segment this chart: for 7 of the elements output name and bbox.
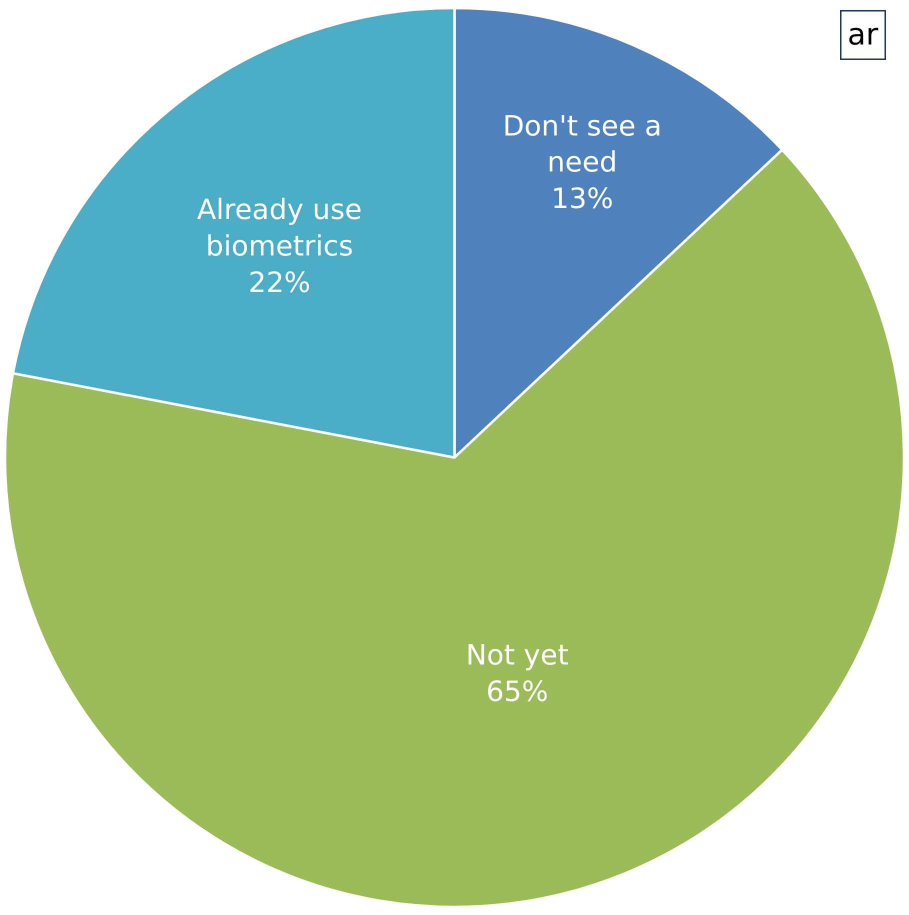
slice-label: Already use biometrics: [197, 193, 362, 262]
data-label: 13%: [551, 182, 614, 216]
text: ar: [848, 18, 879, 52]
data-label: 65%: [486, 675, 548, 708]
data-label: 22%: [248, 266, 311, 299]
slice-label: Don't see a need: [502, 109, 662, 179]
slice-label: Not yet: [466, 638, 569, 672]
